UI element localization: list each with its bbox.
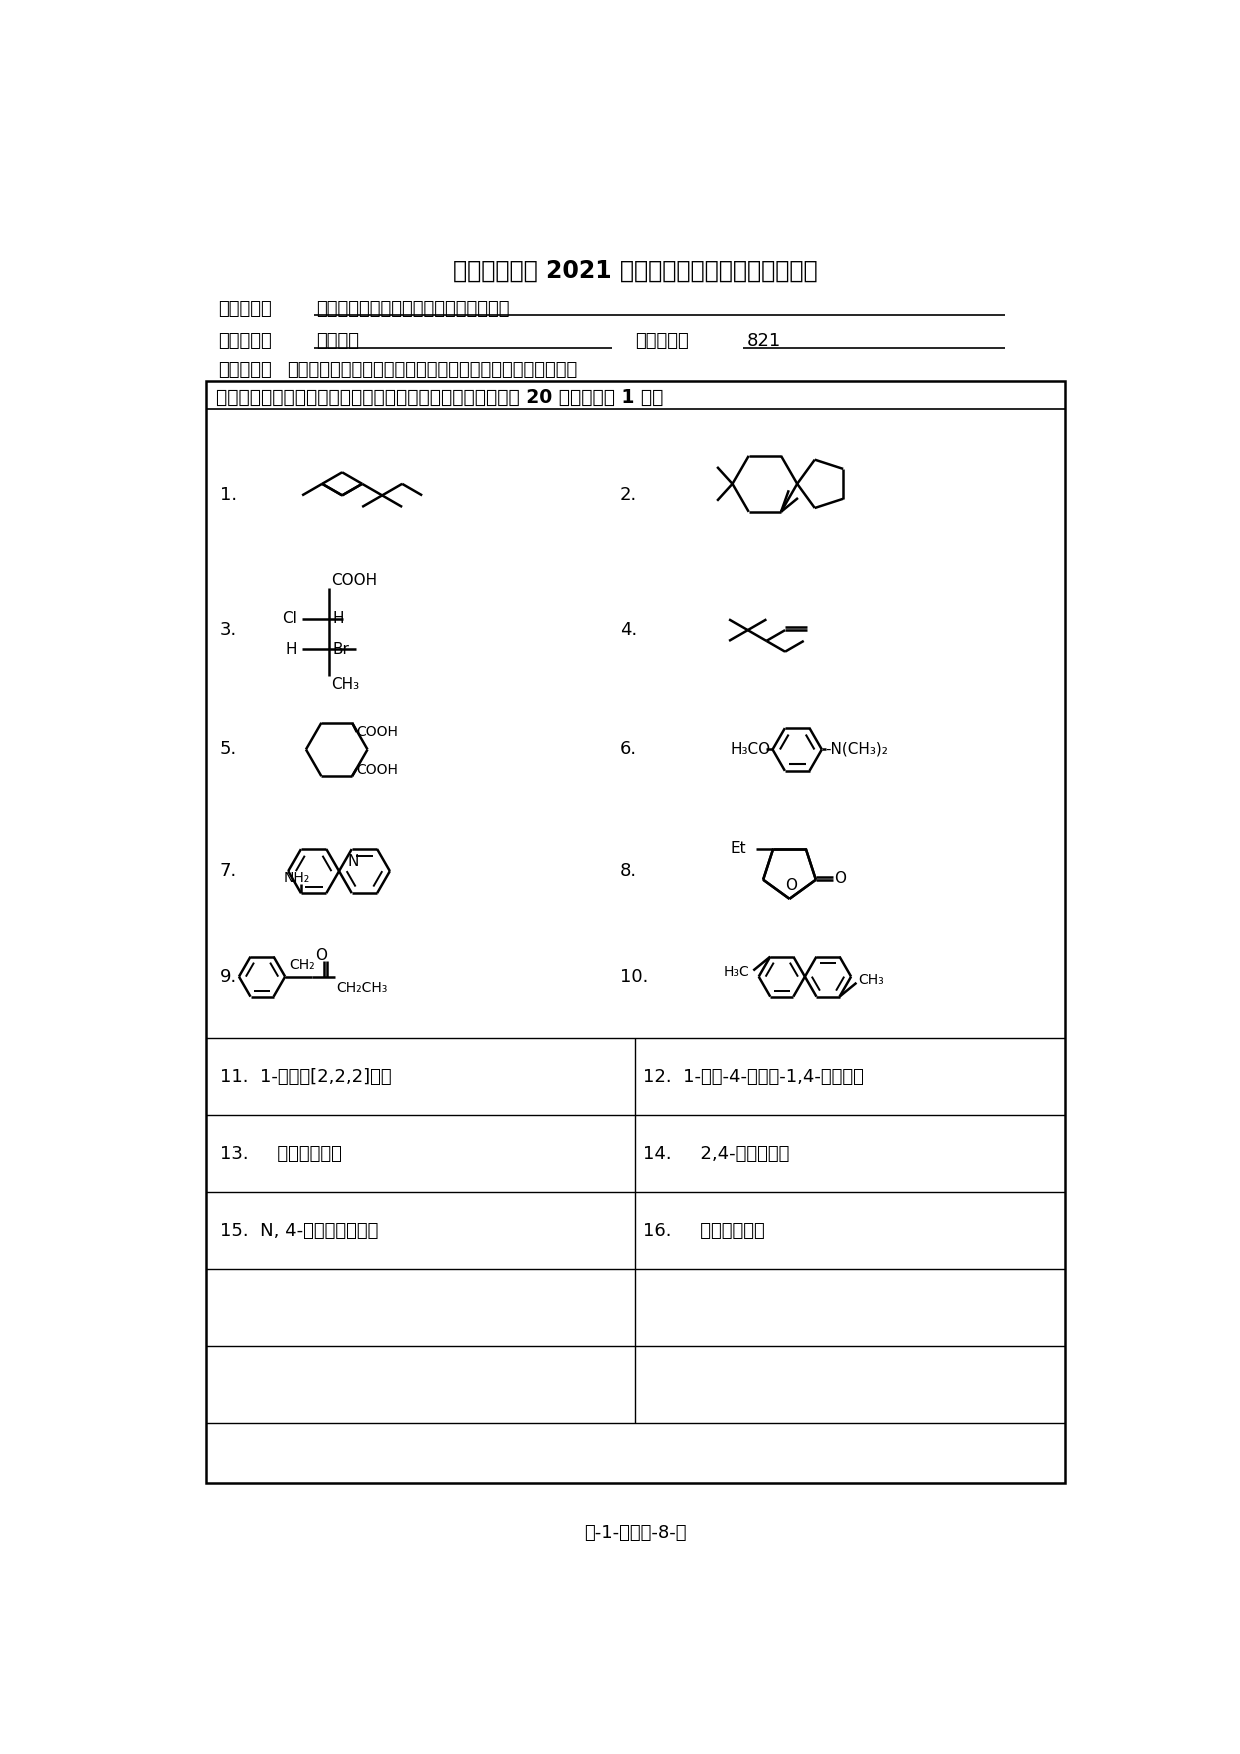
Text: 本试题的答案必须写在规定的答题纸上，写在试题上不给分。: 本试题的答案必须写在规定的答题纸上，写在试题上不给分。 (288, 361, 578, 379)
Text: O: O (315, 947, 327, 963)
Text: CH₃: CH₃ (858, 973, 884, 988)
Text: 科目代码：: 科目代码： (635, 332, 689, 351)
Text: 15.  N, 4-二甲基苯甲酰胺: 15. N, 4-二甲基苯甲酰胺 (219, 1223, 378, 1240)
Text: CH₂: CH₂ (289, 958, 315, 972)
Text: 无机化学，有机化学，高分子化学与物理: 无机化学，有机化学，高分子化学与物理 (316, 300, 510, 317)
Text: COOH: COOH (356, 763, 398, 777)
Text: 考试科目：: 考试科目： (218, 332, 272, 351)
Text: 16.     氯化四苄基鐲: 16. 氯化四苄基鐲 (644, 1223, 765, 1240)
Text: COOH: COOH (356, 724, 398, 738)
Text: 第-1-页，共-8-页: 第-1-页，共-8-页 (584, 1524, 687, 1542)
Text: 1.: 1. (219, 486, 237, 505)
Text: H₃CO: H₃CO (730, 742, 770, 758)
Text: 6.: 6. (620, 740, 637, 758)
Text: N: N (347, 854, 360, 868)
Text: Cl: Cl (281, 610, 296, 626)
Text: H₃C: H₃C (724, 965, 750, 979)
Text: CH₂CH₃: CH₂CH₃ (337, 980, 388, 995)
Text: 3.: 3. (219, 621, 237, 638)
Text: CH₃: CH₃ (331, 677, 360, 691)
Text: H: H (332, 610, 345, 626)
Text: Br: Br (332, 642, 350, 658)
Text: O: O (835, 870, 847, 886)
Text: 11.  1-氯双环[2,2,2]辛烷: 11. 1-氯双环[2,2,2]辛烷 (219, 1068, 392, 1086)
Text: 8.: 8. (620, 863, 637, 881)
Text: H: H (285, 642, 296, 658)
Text: 821: 821 (748, 332, 781, 351)
Text: 2.: 2. (620, 486, 637, 505)
Text: 13.     对氨基苯磺酸: 13. 对氨基苯磺酸 (219, 1145, 341, 1163)
Text: -N(CH₃)₂: -N(CH₃)₂ (826, 742, 889, 758)
Text: 注意事项：: 注意事项： (218, 361, 272, 379)
Text: 12.  1-甲基-4-异丙基-1,4-环己二烯: 12. 1-甲基-4-异丙基-1,4-环己二烯 (644, 1068, 864, 1086)
Text: O: O (785, 877, 797, 893)
Text: 报考专业：: 报考专业： (218, 300, 272, 317)
Bar (206, 381, 1065, 1482)
Text: 有机化学: 有机化学 (316, 332, 358, 351)
Text: 9.: 9. (219, 968, 237, 986)
Text: 14.     2,4-二祈基苯肼: 14. 2,4-二祈基苯肼 (644, 1145, 790, 1163)
Text: COOH: COOH (331, 572, 377, 588)
Text: Et: Et (730, 842, 746, 856)
Text: 组兴文理学院 2021 年硕士研究生入学考试初试试题: 组兴文理学院 2021 年硕士研究生入学考试初试试题 (453, 258, 818, 282)
Text: 5.: 5. (219, 740, 237, 758)
Text: 7.: 7. (219, 863, 237, 881)
Text: NH₂: NH₂ (284, 870, 310, 884)
Text: 一、系统命名法命名或写出结构式（有立体异构请注明）（共 20 分，每小题 1 分）: 一、系统命名法命名或写出结构式（有立体异构请注明）（共 20 分，每小题 1 分… (216, 388, 663, 407)
Text: 10.: 10. (620, 968, 649, 986)
Text: 4.: 4. (620, 621, 637, 638)
